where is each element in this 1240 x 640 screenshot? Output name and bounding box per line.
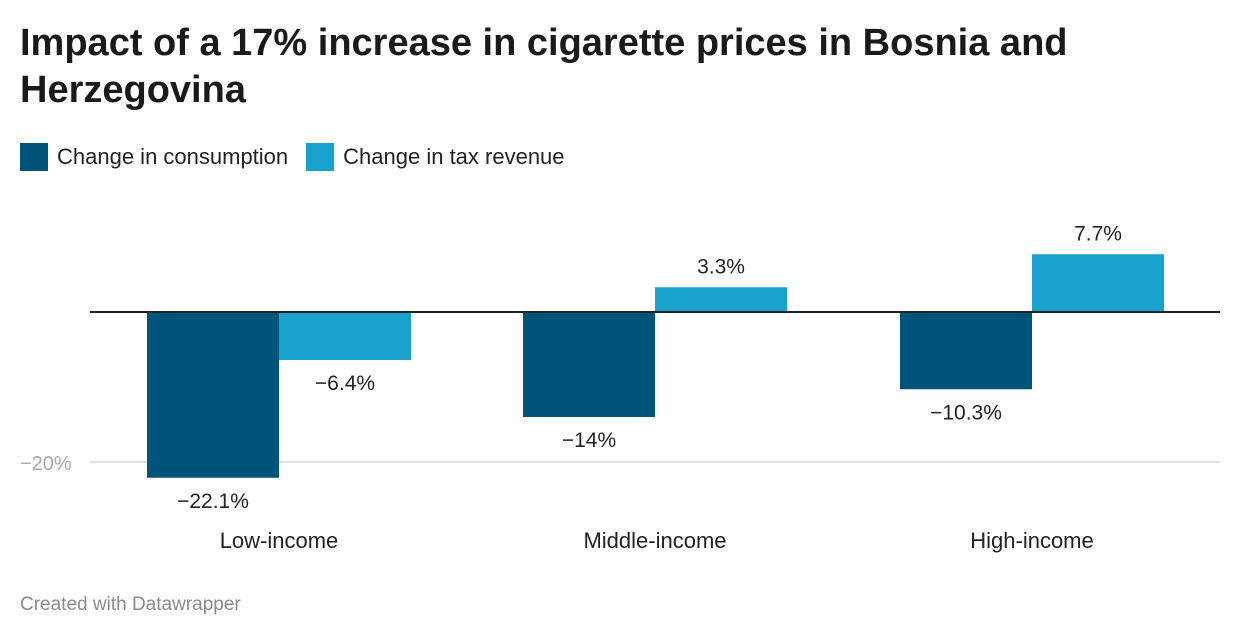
data-label: −14% [562, 429, 616, 452]
bar-tax-revenue [279, 312, 411, 360]
legend-label-consumption: Change in consumption [57, 144, 289, 169]
legend-item-consumption: Change in consumption [20, 143, 288, 171]
legend-swatch-tax-revenue [306, 143, 335, 171]
bar-tax-revenue [655, 287, 787, 312]
bar-chart: −20% −22.1% −6.4% Low-income −14% 3.3% Middle-… [20, 222, 1220, 553]
legend-label-tax-revenue: Change in tax revenue [343, 144, 565, 169]
y-tick-label: −20% [20, 453, 72, 475]
legend-item-tax-revenue: Change in tax revenue [306, 143, 565, 171]
x-tick-label: Middle-income [583, 528, 726, 553]
data-label: −22.1% [177, 490, 249, 513]
chart-title: Impact of a 17% increase in cigarette pr… [20, 22, 1068, 111]
x-tick-label: High-income [970, 528, 1094, 553]
data-label: −6.4% [315, 372, 375, 395]
bar-tax-revenue [1032, 254, 1164, 312]
data-label: 7.7% [1074, 222, 1122, 245]
data-label: −10.3% [930, 401, 1002, 424]
bar-consumption [900, 312, 1032, 390]
bar-consumption [147, 312, 279, 478]
chart-legend: Change in consumption Change in tax reve… [20, 142, 583, 172]
data-label: 3.3% [697, 255, 745, 278]
legend-swatch-consumption [20, 143, 48, 171]
footer-credit: Created with Datawrapper [20, 594, 241, 615]
bar-consumption [523, 312, 655, 417]
x-tick-label: Low-income [220, 528, 339, 553]
